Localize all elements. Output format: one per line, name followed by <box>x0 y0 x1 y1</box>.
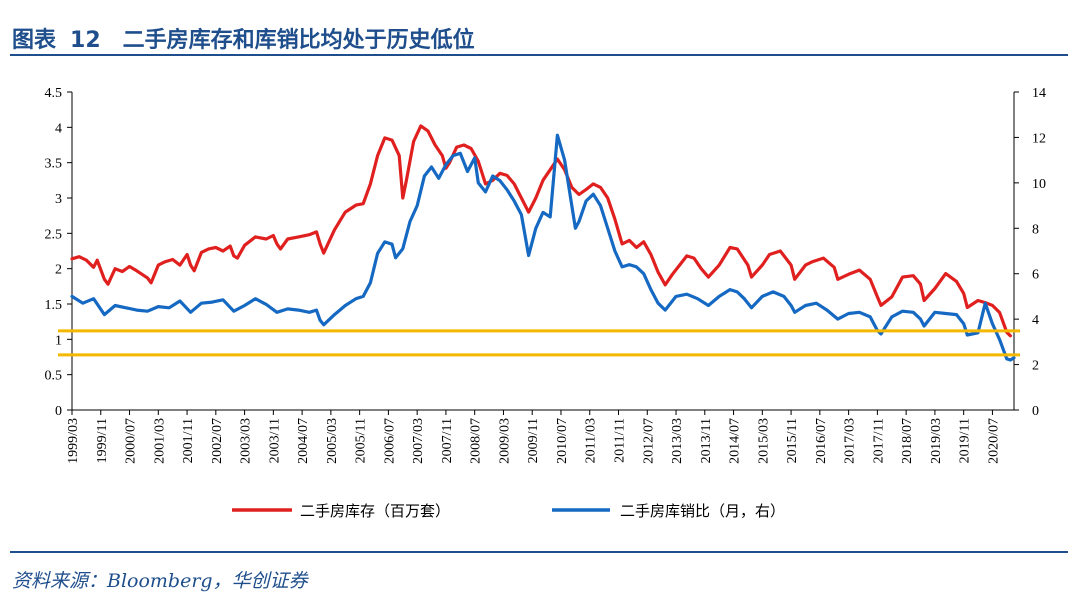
x-tick-label: 2016/07 <box>814 418 829 464</box>
figure-title: 图表 12 二手房库存和库销比均处于历史低位 <box>12 22 475 54</box>
x-tick-label: 2005/11 <box>354 418 369 463</box>
right-tick-label: 14 <box>1032 86 1046 101</box>
source-note: 资料来源：Bloomberg，华创证券 <box>12 570 308 592</box>
series-layer <box>58 124 1020 362</box>
left-tick-label: 1 <box>55 333 62 348</box>
x-tick-label: 2013/03 <box>670 418 685 464</box>
x-tick-label: 2015/03 <box>756 418 771 464</box>
x-tick-label: 2007/11 <box>440 418 455 463</box>
x-tick-label: 2009/03 <box>497 418 512 464</box>
right-tick-label: 8 <box>1032 222 1039 237</box>
legend-ratio-label: 二手房库销比（月，右） <box>620 502 785 520</box>
left-tick-label: 2.5 <box>45 227 63 242</box>
left-tick-label: 4 <box>55 121 62 136</box>
left-tick-label: 3.5 <box>45 157 63 172</box>
x-tick-label: 2011/03 <box>584 418 599 463</box>
x-tick-label: 2019/03 <box>929 418 944 464</box>
x-tick-label: 2010/07 <box>555 418 570 464</box>
axes: 0 0.5 1 1.5 2 2.5 3 3.5 4 4.5 0 2 4 6 8 10 12 14 1999/03 19… <box>45 86 1047 464</box>
x-tick-label: 2008/07 <box>469 418 484 464</box>
ratio-series-line <box>70 133 1016 362</box>
left-tick-label: 2 <box>55 263 62 278</box>
x-tick-label: 1999/11 <box>95 418 110 463</box>
x-tick-label: 2015/11 <box>785 418 800 463</box>
footer-divider <box>10 551 1068 553</box>
x-tick-label: 2005/03 <box>325 418 340 464</box>
left-tick-label: 0 <box>55 404 62 419</box>
right-tick-label: 2 <box>1032 359 1039 374</box>
right-tick-label: 4 <box>1032 313 1039 328</box>
chart-area: 0 0.5 1 1.5 2 2.5 3 3.5 4 4.5 0 2 4 6 8 10 12 14 1999/03 19… <box>45 86 1047 520</box>
x-tick-label: 2004/07 <box>296 418 311 464</box>
x-tick-label: 2001/11 <box>181 418 196 463</box>
x-tick-label: 2012/07 <box>641 418 656 464</box>
right-tick-label: 0 <box>1032 404 1039 419</box>
x-tick-label: 2002/07 <box>210 418 225 464</box>
x-tick-label: 2017/03 <box>843 418 858 464</box>
x-tick-label: 2014/07 <box>728 418 743 464</box>
figure-number: 12 <box>70 28 101 53</box>
x-tick-label: 2011/11 <box>613 418 628 463</box>
x-tick-label: 2006/07 <box>382 418 397 464</box>
figure-title-bar: 图表 12 二手房库存和库销比均处于历史低位 <box>10 14 1068 56</box>
legend-inventory-label: 二手房库存（百万套） <box>300 502 450 520</box>
x-tick-label: 2019/11 <box>958 418 973 463</box>
x-tick-label: 2003/03 <box>239 418 254 464</box>
x-tick-label: 2003/11 <box>267 418 282 463</box>
left-tick-label: 4.5 <box>45 86 63 101</box>
right-tick-label: 10 <box>1032 177 1046 192</box>
left-tick-label: 3 <box>55 192 62 207</box>
x-tick-label: 1999/03 <box>66 418 81 464</box>
x-tick-label: 2001/03 <box>152 418 167 464</box>
inventory-series-line <box>70 124 1012 338</box>
x-tick-label: 2020/07 <box>986 418 1001 464</box>
left-tick-label: 1.5 <box>45 298 63 313</box>
legend: 二手房库存（百万套） 二手房库销比（月，右） <box>232 502 785 520</box>
x-tick-label: 2000/07 <box>124 418 139 464</box>
x-tick-label: 2009/11 <box>526 418 541 463</box>
x-tick-label: 2018/07 <box>900 418 915 464</box>
right-tick-label: 6 <box>1032 268 1039 283</box>
x-tick-label: 2007/03 <box>411 418 426 464</box>
x-tick-label: 2017/11 <box>871 418 886 463</box>
figure-title-text: 二手房库存和库销比均处于历史低位 <box>122 28 475 53</box>
right-tick-label: 12 <box>1032 131 1046 146</box>
figure-label: 图表 <box>12 28 57 53</box>
x-tick-label: 2013/11 <box>699 418 714 463</box>
left-tick-label: 0.5 <box>45 369 63 384</box>
